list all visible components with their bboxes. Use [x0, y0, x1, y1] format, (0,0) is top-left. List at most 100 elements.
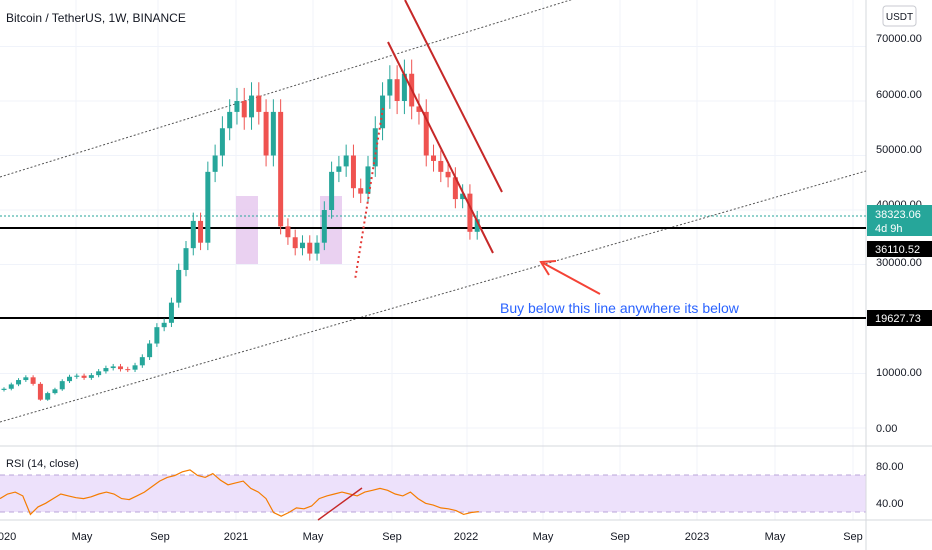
candle-body[interactable] — [168, 302, 174, 323]
candle-body[interactable] — [438, 160, 444, 172]
candle-body[interactable] — [74, 375, 80, 377]
candle-body[interactable] — [460, 193, 466, 200]
candle-body[interactable] — [343, 155, 349, 167]
candle-body[interactable] — [234, 101, 240, 112]
candle-body[interactable] — [227, 111, 233, 129]
candle-body[interactable] — [467, 193, 473, 232]
time-tick-label: 2021 — [224, 531, 248, 543]
candle-body[interactable] — [452, 177, 458, 200]
candle-body[interactable] — [59, 381, 65, 390]
chart-title: Bitcoin / TetherUS, 1W, BINANCE — [6, 11, 186, 25]
upper-channel-line[interactable] — [0, 0, 580, 178]
candle-body[interactable] — [30, 377, 36, 384]
candle-body[interactable] — [256, 95, 262, 112]
highlight-box-1[interactable] — [236, 196, 258, 264]
candle-body[interactable] — [125, 369, 131, 371]
candle-body[interactable] — [307, 242, 313, 254]
price-tick-label: 30000.00 — [876, 257, 922, 269]
rsi-label: RSI (14, close) — [6, 458, 79, 470]
candle-body[interactable] — [110, 366, 116, 369]
price-tick-label: 10000.00 — [876, 367, 922, 379]
red-dotted-line[interactable] — [354, 107, 384, 281]
candle-body[interactable] — [23, 377, 29, 381]
candle-body[interactable] — [387, 79, 393, 96]
candle-body[interactable] — [96, 371, 102, 376]
candle-body[interactable] — [292, 237, 298, 249]
candle-body[interactable] — [183, 248, 189, 270]
annotation-arrow-head — [539, 260, 557, 276]
candle-body[interactable] — [37, 383, 43, 400]
candle-body[interactable] — [249, 95, 255, 118]
annotation-text[interactable]: Buy below this line anywhere its below — [500, 300, 740, 316]
candle-body[interactable] — [103, 368, 109, 372]
rsi-red-trendline[interactable] — [317, 487, 363, 521]
candle-body[interactable] — [285, 226, 291, 238]
candle-body[interactable] — [329, 171, 335, 210]
candle-body[interactable] — [263, 111, 269, 156]
annotation-arrow-shaft[interactable] — [542, 262, 601, 295]
current-price-value: 38323.06 — [875, 209, 921, 221]
candle-body[interactable] — [147, 343, 153, 358]
countdown-value: 4d 9h — [875, 223, 903, 235]
candle-body[interactable] — [67, 376, 73, 382]
candle-body[interactable] — [176, 269, 182, 303]
candle-body[interactable] — [445, 171, 451, 178]
candle-body[interactable] — [401, 73, 407, 101]
candle-body[interactable] — [423, 111, 429, 156]
candle-body[interactable] — [154, 327, 160, 344]
currency-button[interactable]: USDT — [882, 5, 917, 27]
candle-body[interactable] — [394, 79, 400, 101]
candle-body[interactable] — [212, 155, 218, 172]
candle-body[interactable] — [321, 210, 327, 243]
current-price-tag: 38323.06 4d 9h — [867, 205, 932, 236]
candle-body[interactable] — [198, 220, 204, 243]
red-channel-upper[interactable] — [404, 0, 503, 193]
lower-channel-line[interactable] — [0, 170, 867, 423]
candle-body[interactable] — [8, 384, 14, 389]
candle-body[interactable] — [219, 128, 225, 156]
red-channel-lower[interactable] — [387, 41, 494, 254]
time-tick-label: May — [303, 531, 324, 543]
candle-body[interactable] — [205, 171, 211, 243]
candle-body[interactable] — [52, 389, 58, 394]
time-tick-label: May — [765, 531, 786, 543]
candle-body[interactable] — [88, 375, 94, 378]
candle-body[interactable] — [474, 219, 480, 232]
candle-body[interactable] — [336, 166, 342, 172]
price-tick-label: 70000.00 — [876, 33, 922, 45]
time-tick-label: Sep — [382, 531, 402, 543]
candle-body[interactable] — [132, 365, 138, 370]
candle-body[interactable] — [358, 188, 364, 194]
price-tick-label: 50000.00 — [876, 144, 922, 156]
currency-button-label: USDT — [886, 12, 913, 23]
candle-body[interactable] — [117, 366, 123, 370]
candle-body[interactable] — [16, 380, 22, 385]
candlestick-series[interactable] — [1, 59, 480, 401]
candle-body[interactable] — [431, 155, 437, 161]
candle-body[interactable] — [372, 128, 378, 167]
rsi-tick-40: 40.00 — [876, 498, 904, 510]
candle-body[interactable] — [350, 155, 356, 189]
grid-lines — [0, 0, 866, 520]
rsi-tick-80: 80.00 — [876, 461, 904, 473]
candle-body[interactable] — [139, 357, 145, 366]
candle-body[interactable] — [1, 388, 7, 390]
candle-body[interactable] — [81, 375, 87, 378]
candle-body[interactable] — [380, 95, 386, 129]
candle-body[interactable] — [190, 220, 196, 249]
candle-body[interactable] — [299, 242, 305, 249]
candle-body[interactable] — [278, 111, 284, 227]
candle-body[interactable] — [314, 242, 320, 254]
candle-body[interactable] — [45, 393, 51, 400]
rsi-line[interactable] — [0, 469, 479, 517]
candle-body[interactable] — [161, 322, 167, 328]
candle-body[interactable] — [416, 106, 422, 112]
candle-body[interactable] — [365, 166, 371, 194]
time-axis[interactable]: 2020 May Sep 2021 May Sep 2022 May Sep 2023 May Sep — [0, 531, 863, 543]
rsi-band — [0, 475, 866, 512]
candle-body[interactable] — [241, 101, 247, 118]
level-2-value: 19627.73 — [875, 313, 921, 325]
candle-body[interactable] — [270, 111, 276, 156]
level-2-tag: 19627.73 — [867, 310, 932, 326]
